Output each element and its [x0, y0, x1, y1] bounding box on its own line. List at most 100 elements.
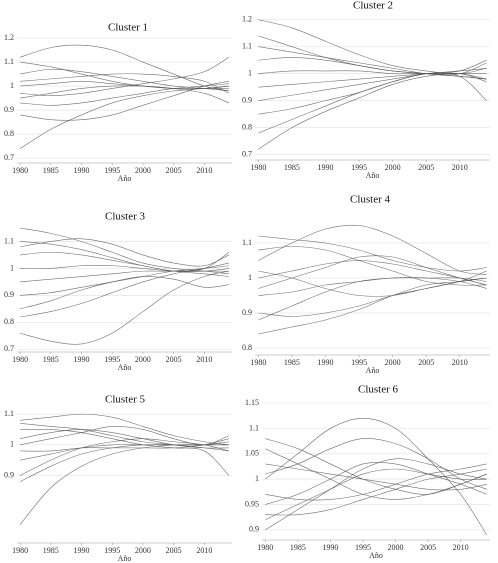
- x-axis-label: Año: [366, 366, 380, 375]
- series-line: [19, 44, 229, 92]
- x-tick-label: 1985: [284, 163, 300, 172]
- series-line: [258, 72, 487, 115]
- series-line: [20, 252, 230, 283]
- series-line: [258, 260, 487, 286]
- x-tick-label: 2005: [418, 358, 434, 367]
- series-line: [20, 68, 229, 92]
- y-tick-label: 1.1: [4, 57, 14, 66]
- x-tick-label: 1980: [12, 546, 28, 555]
- x-tick-label: 2000: [388, 543, 404, 552]
- series-line: [265, 463, 487, 501]
- x-tick-label: 2005: [166, 546, 182, 555]
- series-line: [265, 448, 487, 500]
- series-line: [19, 276, 229, 310]
- y-tick-label: 0.8: [242, 122, 252, 131]
- x-tick-label: 2005: [418, 163, 434, 172]
- series-line: [20, 423, 229, 452]
- series-line: [265, 468, 487, 520]
- y-tick-label: 1.2: [242, 15, 252, 24]
- y-tick-label: 1: [10, 263, 14, 272]
- y-tick-label: 1: [10, 81, 14, 90]
- y-tick-label: 0.9: [4, 105, 14, 114]
- y-tick-label: 0.8: [4, 129, 14, 138]
- chart-title: Cluster 2: [353, 0, 393, 12]
- series-line: [19, 270, 229, 345]
- x-tick-label: 1990: [74, 166, 90, 175]
- y-tick-label: 0.9: [242, 95, 252, 104]
- series-line: [20, 83, 229, 106]
- x-tick-label: 1980: [250, 163, 266, 172]
- series-line: [258, 235, 487, 272]
- y-tick-label: 1: [248, 68, 252, 77]
- x-tick-label: 2000: [135, 546, 151, 555]
- y-tick-label: 0.8: [242, 343, 252, 352]
- x-tick-label: 2005: [420, 543, 436, 552]
- y-tick-label: 0.7: [4, 153, 14, 162]
- series-line: [19, 444, 229, 482]
- y-tick-label: 1.1: [4, 409, 14, 418]
- y-tick-label: 1: [248, 273, 252, 282]
- series-line: [258, 35, 487, 80]
- x-tick-label: 1995: [104, 355, 120, 364]
- chart-title: Cluster 5: [105, 394, 146, 406]
- y-tick-label: 0.9: [4, 470, 14, 479]
- y-tick-label: 1.1: [249, 423, 259, 432]
- series-line: [20, 426, 230, 446]
- series-line: [19, 438, 230, 476]
- y-tick-label: 0.9: [4, 290, 14, 299]
- x-tick-label: 1990: [74, 546, 90, 555]
- series-line: [19, 444, 229, 525]
- x-tick-label: 1995: [355, 543, 371, 552]
- x-tick-label: 2005: [166, 355, 182, 364]
- series-line: [258, 277, 487, 296]
- series-line: [20, 80, 229, 121]
- series-line: [258, 277, 487, 321]
- x-tick-label: 1985: [43, 355, 59, 364]
- x-tick-label: 1985: [284, 358, 300, 367]
- x-tick-label: 1985: [43, 546, 59, 555]
- series-line: [258, 270, 487, 297]
- x-tick-label: 1985: [43, 166, 59, 175]
- x-tick-label: 2010: [452, 163, 468, 172]
- series-line: [258, 72, 487, 134]
- x-tick-label: 1990: [318, 163, 334, 172]
- x-tick-label: 1980: [12, 166, 28, 175]
- series-line: [265, 417, 487, 536]
- x-tick-label: 1980: [12, 355, 28, 364]
- y-tick-label: 0.9: [242, 308, 252, 317]
- y-tick-label: 1.1: [242, 238, 252, 247]
- x-tick-label: 2000: [135, 166, 151, 175]
- series-line: [20, 56, 230, 96]
- x-tick-label: 1980: [250, 358, 266, 367]
- x-axis-label: Año: [118, 554, 132, 563]
- y-tick-label: 1.05: [245, 449, 259, 458]
- series-line: [20, 80, 229, 89]
- x-tick-label: 1990: [322, 543, 338, 552]
- series-line: [265, 468, 487, 516]
- x-tick-label: 2000: [135, 355, 151, 364]
- y-tick-label: 0.95: [245, 499, 259, 508]
- x-tick-label: 1995: [351, 358, 367, 367]
- chart-title: Cluster 1: [108, 22, 148, 34]
- series-line: [20, 61, 229, 90]
- series-line: [258, 277, 487, 317]
- series-line: [20, 241, 229, 277]
- series-line: [20, 227, 229, 275]
- x-tick-label: 1990: [74, 355, 90, 364]
- y-tick-label: 0.7: [4, 344, 14, 353]
- series-line: [20, 85, 230, 104]
- x-axis-label: Año: [369, 551, 383, 560]
- chart-title: Cluster 4: [350, 194, 391, 206]
- series-line: [20, 238, 230, 267]
- x-tick-label: 1995: [351, 163, 367, 172]
- y-tick-label: 1: [10, 440, 14, 449]
- y-tick-label: 1: [255, 474, 259, 483]
- series-line: [20, 413, 229, 446]
- y-tick-label: 1.15: [245, 398, 259, 407]
- x-tick-label: 2010: [453, 543, 469, 552]
- series-line: [258, 224, 487, 275]
- x-tick-label: 2010: [452, 358, 468, 367]
- x-tick-label: 2000: [385, 163, 401, 172]
- x-tick-label: 1985: [290, 543, 306, 552]
